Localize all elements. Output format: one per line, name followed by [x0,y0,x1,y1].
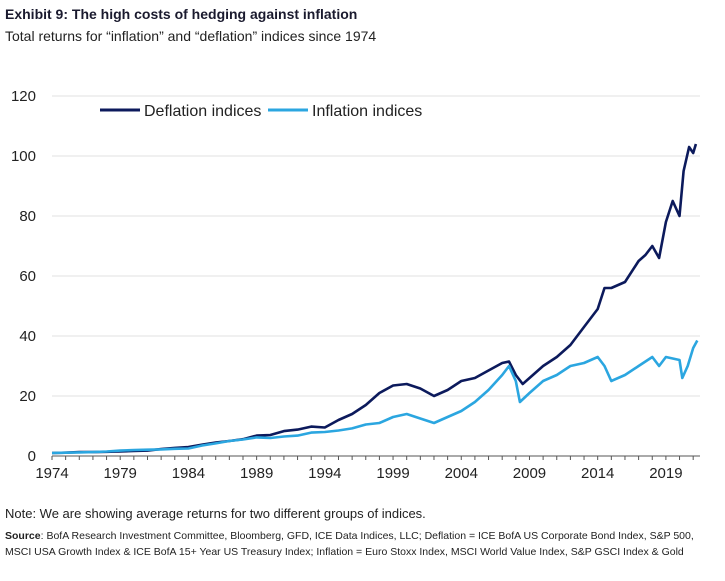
y-tick-label: 20 [19,388,36,405]
source-text: : BofA Research Investment Committee, Bl… [5,530,694,558]
x-tick-label: 1974 [35,465,68,482]
y-tick-label: 120 [11,88,36,105]
chart-title: Exhibit 9: The high costs of hedging aga… [5,6,358,22]
inflation-series-line [51,339,699,455]
y-tick-label: 100 [11,148,36,165]
chart-subtitle: Total returns for “inflation” and “defla… [5,28,377,44]
chart-note: Note: We are showing average returns for… [5,506,426,521]
legend: Deflation indices Inflation indices [100,103,422,120]
line-chart: 0 20 40 60 80 100 120 1974 1979 1984 1989 1994 1999… [11,88,700,482]
x-tick-label: 1994 [308,465,341,482]
y-tick-label: 40 [19,328,36,345]
x-tick-label: 1979 [104,465,137,482]
x-tick-label: 1989 [240,465,273,482]
x-tick-label: 1984 [172,465,205,482]
legend-label: Deflation indices [144,103,261,120]
y-tick-label: 60 [19,268,36,285]
source-label: Source [5,530,41,542]
x-tick-label: 2004 [445,465,478,482]
deflation-series-line [51,143,698,455]
chart-source: Source: BofA Research Investment Committ… [5,528,720,560]
x-tick-label: 1999 [376,465,409,482]
y-tick-label: 80 [19,208,36,225]
x-tick-label: 2019 [649,465,682,482]
x-tick-label: 2009 [513,465,546,482]
x-tick-label: 2014 [581,465,614,482]
y-axis: 0 20 40 60 80 100 120 [11,88,36,465]
series-lines [51,143,699,455]
y-tick-label: 0 [28,448,36,465]
gridlines [52,95,700,397]
x-axis: 1974 1979 1984 1989 1994 1999 2004 2009 2014 2019 [35,455,700,482]
legend-label: Inflation indices [312,103,422,120]
